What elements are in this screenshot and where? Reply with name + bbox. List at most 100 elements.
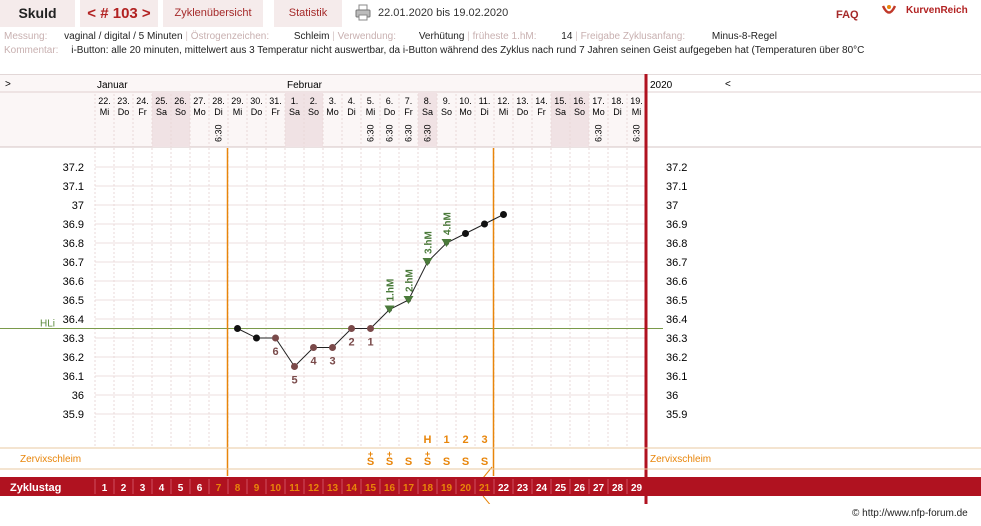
cycle-day-number: 19 [441, 483, 453, 494]
cycle-day-number: 25 [555, 483, 567, 494]
day-weekday: Fr [404, 107, 413, 117]
temperature-point [462, 230, 469, 237]
tab-statistics[interactable]: Statistik [274, 0, 342, 27]
mucus-count: 3 [481, 434, 487, 446]
mucus-label: Zervixschleim [20, 454, 81, 465]
mucus-symbol: S [405, 456, 412, 468]
y-tick-right: 36.2 [666, 352, 687, 364]
measurement-time: 6:30 [214, 124, 224, 142]
day-date: 9. [443, 96, 451, 106]
y-tick-right: 36.9 [666, 219, 687, 231]
y-tick-left: 35.9 [63, 409, 84, 421]
brand-name[interactable]: KurvenReich [906, 5, 968, 16]
mucus-symbol: S [386, 456, 393, 468]
day-weekday: So [175, 107, 186, 117]
freigabe-label: Freigabe Zyklusanfang: [580, 31, 686, 42]
day-weekday: Sa [156, 107, 167, 117]
day-weekday: So [574, 107, 585, 117]
day-weekday: Mi [366, 107, 376, 117]
cycle-day-number: 23 [517, 483, 529, 494]
cycle-day-number: 27 [593, 483, 605, 494]
mucus-count: 2 [462, 434, 468, 446]
year-label: 2020 [650, 80, 673, 91]
weekend-column [570, 92, 589, 147]
copyright: © http://www.nfp-forum.de [852, 508, 968, 519]
scroll-left-arrow: > [5, 79, 11, 90]
day-weekday: Di [480, 107, 489, 117]
y-tick-left: 36.3 [63, 333, 84, 345]
mucus-plus: + [368, 449, 373, 459]
cycle-day-number: 13 [327, 483, 339, 494]
verwendung-label: Verwendung: [337, 31, 397, 42]
day-weekday: Mo [326, 107, 339, 117]
mucus-symbol: S [462, 456, 469, 468]
tab-cycle-overview[interactable]: Zyklenübersicht [163, 0, 263, 27]
verwendung-value: Verhütung [418, 31, 465, 42]
cycle-day-number: 10 [270, 483, 282, 494]
day-date: 23. [117, 96, 130, 106]
day-weekday: Mo [193, 107, 206, 117]
day-date: 2. [310, 96, 318, 106]
measurement-time: 6:30 [385, 124, 395, 142]
day-date: 24. [136, 96, 149, 106]
cycle-day-number: 11 [289, 483, 300, 494]
day-date: 11. [479, 96, 491, 106]
higher-measurement-marker [384, 305, 395, 314]
oestrogen-label: Östrogenzeichen: [190, 31, 270, 42]
day-date: 10. [459, 96, 472, 106]
cycle-day-number: 5 [178, 483, 184, 494]
calendar-header-bg [0, 74, 648, 147]
day-date: 15. [554, 96, 567, 106]
hm-label: früheste 1.hM: [472, 31, 537, 42]
higher-measurement-label: 2.hM [405, 269, 416, 292]
cycle-day-label: Zyklustag [10, 482, 61, 494]
day-date: 4. [348, 96, 356, 106]
y-tick-left: 37.1 [63, 181, 84, 193]
day-date: 16. [573, 96, 586, 106]
low-count-label: 3 [329, 356, 335, 368]
day-date: 19. [630, 96, 643, 106]
day-date: 26. [174, 96, 187, 106]
day-date: 12. [497, 96, 510, 106]
mucus-symbol: S [367, 456, 374, 468]
y-tick-right: 36 [666, 390, 678, 402]
day-date: 3. [329, 96, 337, 106]
day-weekday: Sa [289, 107, 300, 117]
mucus-count: H [424, 434, 432, 446]
phase-line-tick [482, 495, 491, 504]
day-date: 27. [193, 96, 206, 106]
y-tick-left: 36.8 [63, 238, 84, 250]
measurement-time: 6:30 [594, 124, 604, 142]
mucus-symbol: S [481, 456, 488, 468]
y-tick-left: 36.4 [63, 314, 84, 326]
scroll-right-arrow: < [725, 79, 731, 90]
temperature-point [500, 211, 507, 218]
cycle-day-number: 17 [403, 483, 415, 494]
y-tick-left: 37 [72, 200, 84, 212]
mucus-plus: + [425, 449, 430, 459]
y-tick-left: 36.5 [63, 295, 84, 307]
weekend-column [551, 92, 570, 147]
brand-logo-icon[interactable] [881, 3, 897, 19]
higher-measurement-marker [403, 296, 414, 304]
day-date: 29. [231, 96, 244, 106]
printer-icon[interactable] [355, 4, 371, 21]
cycle-navigation[interactable]: < # 103 > [80, 0, 158, 27]
higher-measurement-label: 4.hM [443, 212, 454, 235]
cycle-day-number: 15 [365, 483, 377, 494]
cycle-day-number: 22 [498, 483, 510, 494]
messung-label: Messung: [4, 31, 48, 42]
temperature-point [348, 325, 355, 332]
month-label: Februar [287, 80, 323, 91]
weekend-column [171, 92, 190, 147]
temperature-point [234, 325, 241, 332]
day-weekday: Fr [271, 107, 280, 117]
faq-link[interactable]: FAQ [836, 9, 859, 21]
temperature-point [291, 363, 298, 370]
low-count-label: 5 [291, 375, 297, 387]
top-bar: Skuld < # 103 > Zyklenübersicht Statisti… [0, 0, 981, 28]
day-weekday: Mi [632, 107, 642, 117]
cycle-day-number: 16 [384, 483, 396, 494]
day-weekday: Do [251, 107, 263, 117]
